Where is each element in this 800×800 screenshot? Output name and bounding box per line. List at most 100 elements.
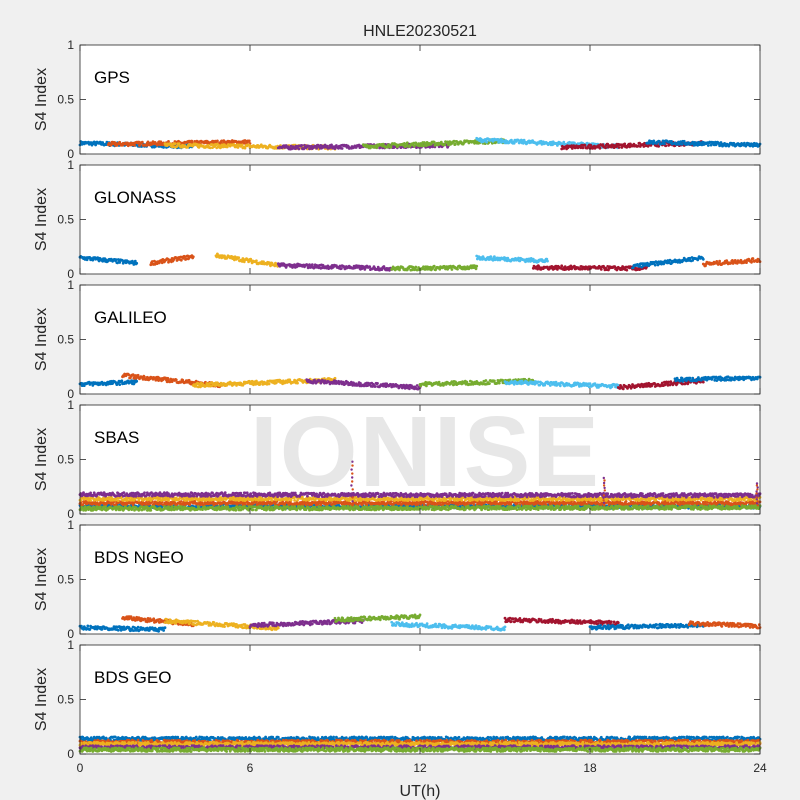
data-point [136,373,140,377]
data-point [172,145,175,149]
data-point [213,139,217,143]
data-point [374,385,377,388]
data-point [751,257,755,260]
data-point [456,267,459,271]
data-point [138,144,141,147]
data-point [208,146,212,150]
plot-area [80,285,760,394]
data-point [333,376,337,380]
data-point [196,143,200,146]
data-point [493,379,496,383]
y-tick-label: 0.5 [57,93,74,107]
data-point [599,268,603,271]
data-point [598,146,602,150]
y-tick-label: 1 [67,38,74,52]
data-point [489,255,493,259]
data-point [156,143,160,146]
data-point [135,261,139,265]
data-point [170,143,174,146]
data-point [190,139,194,143]
data-point [297,147,301,151]
data-point [412,144,416,148]
constellation-label: GPS [94,68,130,87]
data-point [701,380,705,384]
data-point [225,145,229,149]
data-point [340,147,344,150]
y-tick-label: 1 [67,158,74,172]
data-point [197,146,201,149]
data-point [414,265,418,269]
data-point [216,139,219,143]
chart-title: HNLE20230521 [363,23,477,40]
data-point [454,142,457,146]
data-point [109,143,113,147]
data-point [221,145,225,149]
y-axis-label: S4 Index [33,188,50,251]
data-point [474,267,478,271]
data-point [443,143,447,147]
data-point [196,140,200,144]
y-tick-label: 0.5 [57,333,74,347]
x-axis-label: UT(h) [400,783,441,800]
data-point [475,264,479,268]
data-point [558,384,562,388]
scatter-points [78,136,762,151]
data-point [617,146,621,149]
data-point [581,146,585,150]
data-point [560,264,564,268]
data-point [220,139,224,143]
data-point [177,142,181,146]
y-tick-label: 1 [67,278,74,292]
data-point [247,139,251,143]
data-point [357,143,361,147]
data-point [267,382,271,386]
data-point [307,144,311,148]
data-point [718,259,721,263]
data-point [680,142,684,146]
data-point [682,139,686,143]
data-point [701,257,705,261]
data-point [405,141,409,145]
constellation-label: GLONASS [94,188,176,207]
data-point [146,140,150,144]
data-point [389,145,393,149]
constellation-label: GALILEO [94,308,167,327]
data-point [604,146,607,150]
data-point [319,144,323,147]
plot-area [80,45,760,154]
data-point [663,142,666,146]
data-point [621,387,625,391]
data-point [162,146,166,149]
data-point [432,264,436,268]
data-point [706,144,710,147]
data-point [135,379,139,383]
data-point [376,382,379,385]
data-point [237,256,241,260]
data-point [488,382,491,385]
data-point [133,144,136,147]
data-point [179,258,183,262]
data-point [289,144,293,148]
data-point [583,143,587,147]
data-point [99,140,102,144]
data-point [546,259,549,263]
data-point [688,376,692,380]
data-point [625,268,629,272]
data-point [173,142,177,146]
data-point [484,379,488,382]
data-point [340,267,343,270]
data-point [300,144,304,147]
data-point [450,268,454,271]
data-point [175,144,179,148]
data-point [255,259,258,263]
y-axis-label: S4 Index [33,68,50,131]
data-point [310,263,314,267]
data-point [191,255,195,259]
data-point [315,146,318,150]
data-point [485,140,488,144]
data-point [140,140,144,144]
y-axis-label: S4 Index [33,308,50,371]
